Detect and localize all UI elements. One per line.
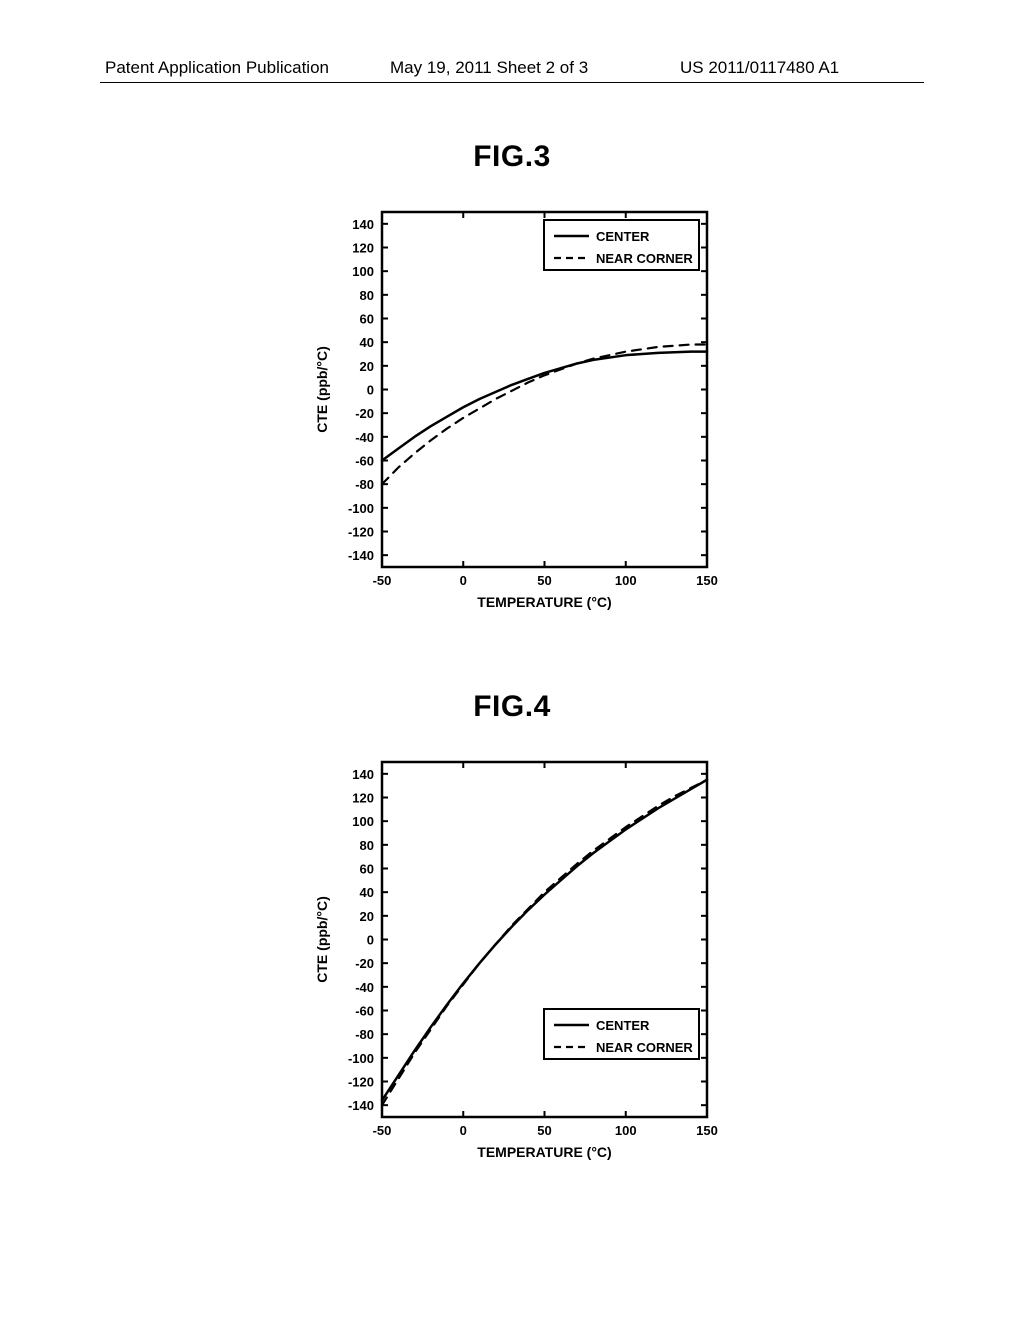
svg-text:TEMPERATURE (°C): TEMPERATURE (°C) xyxy=(477,1144,611,1160)
svg-text:-60: -60 xyxy=(355,454,374,469)
figure-4-chart: -50 0 50 100 150 -140 -120 -100 -80 -60 -40 -20 0 20 4… xyxy=(297,742,727,1177)
figure-4-title: FIG.4 xyxy=(0,690,1024,724)
svg-text:100: 100 xyxy=(352,814,374,829)
svg-text:-40: -40 xyxy=(355,980,374,995)
header-center: May 19, 2011 Sheet 2 of 3 xyxy=(390,58,588,78)
svg-text:-50: -50 xyxy=(373,1123,392,1138)
svg-text:NEAR CORNER: NEAR CORNER xyxy=(596,1040,693,1055)
figure-3-chart: -50 0 50 100 150 -140 -120 -100 -80 -60 -40 -20 0 20 4… xyxy=(297,192,727,627)
svg-text:CENTER: CENTER xyxy=(596,229,650,244)
svg-text:80: 80 xyxy=(360,288,374,303)
svg-text:140: 140 xyxy=(352,767,374,782)
svg-text:0: 0 xyxy=(367,383,374,398)
header-left: Patent Application Publication xyxy=(105,58,329,78)
svg-text:-80: -80 xyxy=(355,1027,374,1042)
svg-text:0: 0 xyxy=(460,1123,467,1138)
svg-text:120: 120 xyxy=(352,791,374,806)
svg-text:-140: -140 xyxy=(348,548,374,563)
svg-text:-120: -120 xyxy=(348,525,374,540)
svg-text:-140: -140 xyxy=(348,1098,374,1113)
svg-text:100: 100 xyxy=(352,264,374,279)
svg-text:CENTER: CENTER xyxy=(596,1018,650,1033)
figure-3-block: FIG.3 -50050100150-140-120-100-80-60-40-… xyxy=(0,140,1024,627)
svg-text:40: 40 xyxy=(360,885,374,900)
svg-text:-20: -20 xyxy=(355,956,374,971)
svg-text:60: 60 xyxy=(360,312,374,327)
svg-text:140: 140 xyxy=(352,217,374,232)
svg-text:50: 50 xyxy=(537,1123,551,1138)
svg-text:0: 0 xyxy=(367,933,374,948)
svg-text:150: 150 xyxy=(696,1123,718,1138)
svg-text:150: 150 xyxy=(696,573,718,588)
svg-text:-20: -20 xyxy=(355,406,374,421)
figure-3-title: FIG.3 xyxy=(0,140,1024,174)
figure-4-block: FIG.4 -50050100150-140-120-100-80-60-40-… xyxy=(0,690,1024,1177)
svg-text:50: 50 xyxy=(537,573,551,588)
svg-text:-100: -100 xyxy=(348,1051,374,1066)
svg-text:120: 120 xyxy=(352,241,374,256)
svg-text:-40: -40 xyxy=(355,430,374,445)
svg-text:100: 100 xyxy=(615,1123,637,1138)
header-right: US 2011/0117480 A1 xyxy=(680,58,839,78)
svg-text:-120: -120 xyxy=(348,1075,374,1090)
svg-text:60: 60 xyxy=(360,862,374,877)
svg-text:CTE (ppb/°C): CTE (ppb/°C) xyxy=(314,896,330,982)
svg-text:100: 100 xyxy=(615,573,637,588)
svg-text:20: 20 xyxy=(360,359,374,374)
svg-text:NEAR CORNER: NEAR CORNER xyxy=(596,251,693,266)
svg-text:-80: -80 xyxy=(355,477,374,492)
svg-text:TEMPERATURE (°C): TEMPERATURE (°C) xyxy=(477,594,611,610)
svg-text:CTE (ppb/°C): CTE (ppb/°C) xyxy=(314,346,330,432)
svg-text:80: 80 xyxy=(360,838,374,853)
svg-text:20: 20 xyxy=(360,909,374,924)
svg-text:40: 40 xyxy=(360,335,374,350)
svg-text:-50: -50 xyxy=(373,573,392,588)
header-rule xyxy=(100,82,924,83)
svg-text:-100: -100 xyxy=(348,501,374,516)
svg-text:0: 0 xyxy=(460,573,467,588)
svg-text:-60: -60 xyxy=(355,1004,374,1019)
